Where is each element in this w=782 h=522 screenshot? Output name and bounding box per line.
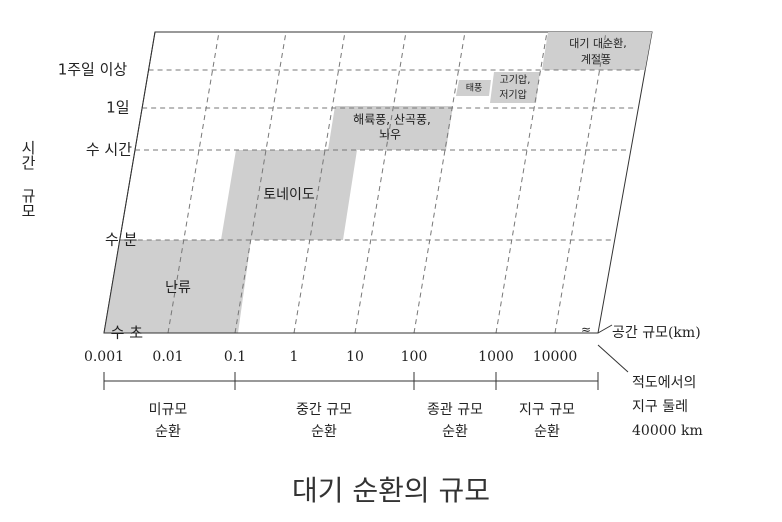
note: 지구 둘레 xyxy=(632,399,688,415)
break-mark: ≈ xyxy=(581,323,591,337)
scale-bracket xyxy=(103,372,599,390)
x-tick-label: 100 xyxy=(401,349,428,365)
grid-line xyxy=(354,31,407,334)
scale-label: 지구 규모 xyxy=(519,402,575,418)
y-tick-label: 수 분 xyxy=(105,231,138,249)
leader xyxy=(597,344,629,373)
phenomenon-label: 해륙풍, 산곡풍, xyxy=(353,113,431,127)
x-tick-label: 0.001 xyxy=(84,349,124,365)
phenomenon-label: 저기압 xyxy=(499,88,527,101)
title: 대기 순환의 규모 xyxy=(292,474,490,507)
leader xyxy=(597,324,613,334)
scale-label: 미규모 xyxy=(149,402,188,418)
box xyxy=(328,106,453,150)
scale-label: 순환 xyxy=(155,424,181,440)
grid-line xyxy=(495,31,548,334)
grid-line xyxy=(554,31,607,334)
phenomenon-label: 난류 xyxy=(165,280,191,296)
x-tick-label: 0.01 xyxy=(152,349,183,365)
note: 적도에서의 xyxy=(632,375,696,391)
phenomenon-label: 대기 대순환, xyxy=(569,37,627,50)
phenomenon-label: 뇌우 xyxy=(379,128,401,142)
phenomenon-label: 토네이도 xyxy=(263,187,315,203)
grid-line xyxy=(413,31,466,334)
x-axis-label: 공간 규모(km) xyxy=(612,325,701,341)
y-tick-label: 수 시간 xyxy=(86,141,132,159)
y-axis-label: 시간 규모 xyxy=(19,140,37,218)
phenomenon-label: 계절풍 xyxy=(581,53,611,66)
grid-line xyxy=(293,31,346,334)
scale-label: 순환 xyxy=(311,424,337,440)
y-tick-label: 수 초 xyxy=(111,324,144,342)
box xyxy=(456,80,491,96)
plane: ≈ xyxy=(103,31,653,373)
y-label-box: 시간 규모 xyxy=(19,140,37,218)
grid-line xyxy=(234,31,287,334)
y-tick-label: 1일 xyxy=(106,99,129,117)
grid-line xyxy=(167,31,220,334)
phenomenon-label: 고기압, xyxy=(500,73,531,86)
x-tick-label: 10 xyxy=(346,349,364,365)
x-tick-label: 10000 xyxy=(533,349,578,365)
box xyxy=(542,32,652,70)
x-tick-label: 1 xyxy=(290,349,299,365)
phenomenon-label: 태풍 xyxy=(466,83,483,94)
box xyxy=(104,240,251,333)
x-tick-label: 0.1 xyxy=(224,349,246,365)
scale-label: 순환 xyxy=(442,424,468,440)
box xyxy=(490,72,540,103)
scale-label: 중간 규모 xyxy=(296,402,352,418)
axis xyxy=(103,31,156,334)
note: 40000 km xyxy=(632,423,703,439)
x-tick-label: 1000 xyxy=(478,349,514,365)
scale-label: 순환 xyxy=(534,424,560,440)
scale-label: 종관 규모 xyxy=(427,402,483,418)
y-tick-label: 1주일 이상 xyxy=(58,61,128,79)
